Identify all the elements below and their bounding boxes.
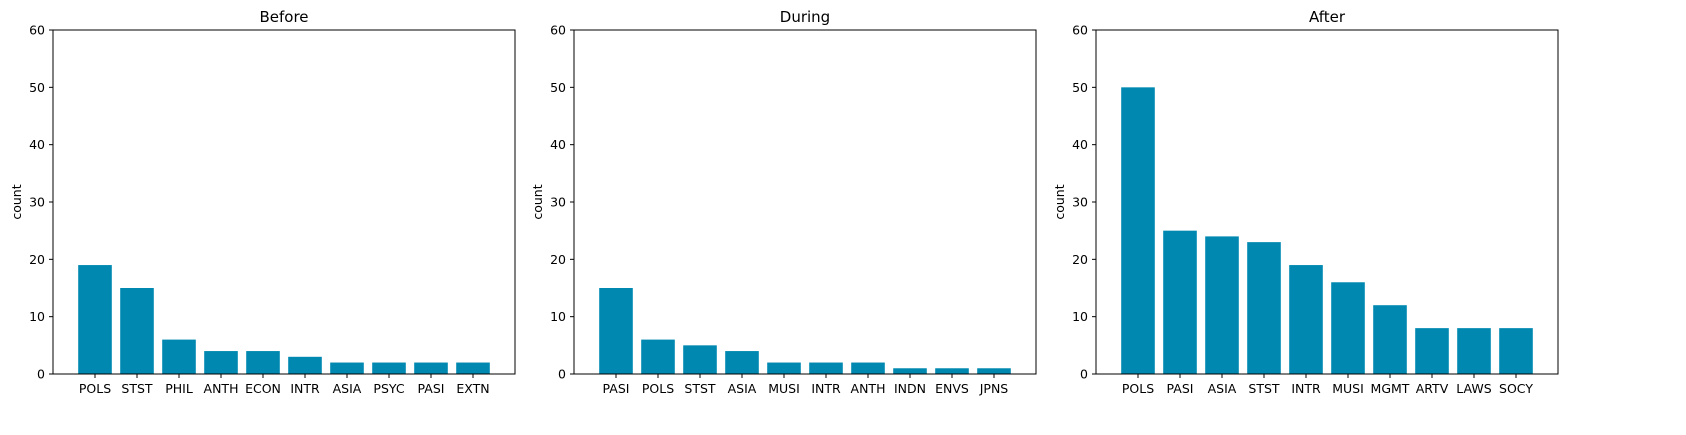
y-tick-label: 20 [550, 252, 566, 267]
chart-title: During [780, 8, 830, 26]
y-tick-label: 40 [550, 137, 566, 152]
bar-extn [456, 362, 490, 374]
x-tick-label: POLS [1122, 381, 1154, 396]
y-tick-label: 50 [29, 80, 45, 95]
bar-pasi [414, 362, 448, 374]
bar-intr [809, 362, 843, 374]
x-tick-label: JPNS [979, 381, 1009, 396]
x-tick-label: ANTH [204, 381, 239, 396]
x-tick-label: POLS [642, 381, 674, 396]
x-tick-label: PHIL [165, 381, 193, 396]
chart-panel-during: During count PASI POLS STST ASIA MUSI INTR ANTH I… [530, 8, 1037, 396]
bar-asia [330, 362, 364, 374]
y-axis-label: count [1052, 184, 1067, 219]
bar-psyc [372, 362, 406, 374]
y-tick-label: 10 [550, 309, 566, 324]
x-tick-label: EXTN [456, 381, 489, 396]
y-tick-label: 10 [1072, 309, 1088, 324]
y-axis-label: count [530, 184, 545, 219]
x-tick-label: INDN [894, 381, 926, 396]
y-tick-label: 50 [550, 80, 566, 95]
bar-anth [851, 362, 885, 374]
bar-pols [1121, 87, 1155, 374]
y-tick-label: 20 [29, 252, 45, 267]
plot-frame [52, 29, 516, 375]
x-tick-label: MGMT [1371, 381, 1410, 396]
x-tick-label: INTR [290, 381, 320, 396]
y-axis-label: count [9, 184, 24, 219]
bar-jpns [977, 368, 1011, 374]
chart-title: Before [259, 8, 308, 26]
y-tick-label: 30 [1072, 195, 1088, 210]
chart-title: After [1309, 8, 1346, 26]
x-tick-label: LAWS [1456, 381, 1491, 396]
chart-panel-before: Before count POLS STST PHIL ANTH ECON INTR ASIA P… [9, 8, 516, 396]
bar-asia [1205, 236, 1239, 374]
x-tick-label: STST [1248, 381, 1280, 396]
bar-pasi [1163, 230, 1197, 374]
x-tick-label: ASIA [728, 381, 757, 396]
x-tick-label: PSYC [373, 381, 404, 396]
y-tick-label: 50 [1072, 80, 1088, 95]
plot-frame [1095, 29, 1559, 375]
y-tick-label: 30 [550, 195, 566, 210]
y-tick-label: 0 [558, 367, 566, 382]
bar-anth [204, 351, 238, 374]
plot-frame [573, 29, 1037, 375]
bar-artv [1415, 328, 1449, 374]
bar-pols [641, 339, 675, 374]
x-tick-label: INTR [811, 381, 841, 396]
chart-panel-after: After count POLS PASI ASIA STST INTR MUSI MGMT AR… [1052, 8, 1559, 396]
x-tick-label: STST [684, 381, 716, 396]
x-tick-label: MUSI [768, 381, 800, 396]
y-tick-label: 60 [550, 23, 566, 38]
bar-socy [1499, 328, 1533, 374]
y-tick-label: 60 [29, 23, 45, 38]
y-tick-label: 40 [1072, 137, 1088, 152]
x-tick-label: ARTV [1416, 381, 1449, 396]
x-tick-label: PASI [1167, 381, 1194, 396]
x-tick-label: MUSI [1332, 381, 1364, 396]
bar-pols [78, 265, 112, 374]
bar-econ [246, 351, 280, 374]
bar-intr [288, 356, 322, 374]
bar-musi [767, 362, 801, 374]
bar-musi [1331, 282, 1365, 374]
bar-intr [1289, 265, 1323, 374]
x-tick-label: STST [121, 381, 153, 396]
y-tick-label: 20 [1072, 252, 1088, 267]
x-tick-label: ECON [245, 381, 281, 396]
y-tick-label: 0 [37, 367, 45, 382]
bar-indn [893, 368, 927, 374]
x-tick-label: PASI [603, 381, 630, 396]
bar-asia [725, 351, 759, 374]
x-tick-label: INTR [1291, 381, 1321, 396]
bar-stst [1247, 242, 1281, 374]
y-tick-label: 60 [1072, 23, 1088, 38]
x-tick-label: ASIA [333, 381, 362, 396]
x-tick-label: ASIA [1208, 381, 1237, 396]
bar-envs [935, 368, 969, 374]
y-tick-label: 40 [29, 137, 45, 152]
y-tick-label: 0 [1080, 367, 1088, 382]
bar-mgmt [1373, 305, 1407, 374]
bar-stst [683, 345, 717, 374]
y-tick-label: 10 [29, 309, 45, 324]
x-tick-label: SOCY [1499, 381, 1533, 396]
bar-laws [1457, 328, 1491, 374]
x-tick-label: PASI [418, 381, 445, 396]
x-tick-label: POLS [79, 381, 111, 396]
bar-phil [162, 339, 196, 374]
y-tick-label: 30 [29, 195, 45, 210]
x-tick-label: ANTH [851, 381, 886, 396]
bar-pasi [599, 288, 633, 374]
bar-stst [120, 288, 154, 374]
x-tick-label: ENVS [935, 381, 969, 396]
